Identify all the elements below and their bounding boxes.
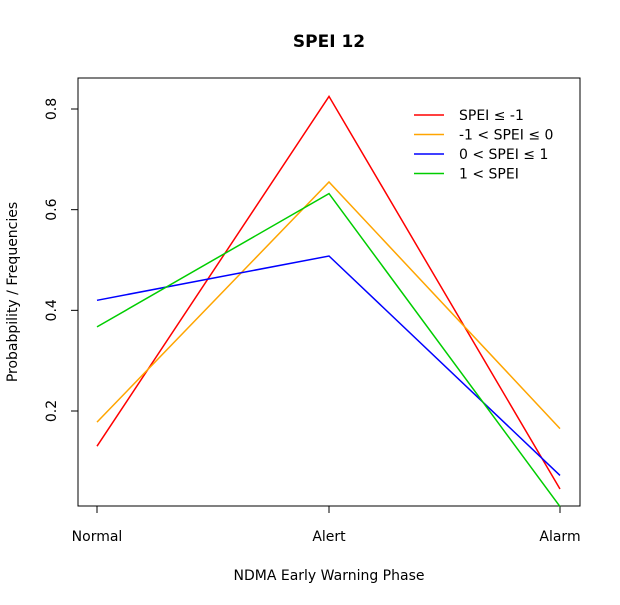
x-axis-title: NDMA Early Warning Phase: [234, 568, 425, 584]
legend-label-1: SPEI ≤ -1: [459, 108, 524, 124]
legend-label-2: -1 < SPEI ≤ 0: [459, 128, 553, 144]
x-tick-label: Normal: [72, 529, 123, 545]
y-axis: 0.2 0.4 0.6 0.8: [44, 98, 79, 422]
x-axis: Normal Alert Alarm: [72, 505, 581, 545]
series-line-1: [96, 94, 561, 490]
legend-label-3: 0 < SPEI ≤ 1: [459, 147, 548, 163]
series-line-2: [96, 180, 561, 430]
x-tick-label: Alarm: [539, 529, 580, 545]
chart-title: SPEI 12: [293, 32, 365, 52]
y-tick-label: 0.8: [44, 98, 60, 120]
y-tick-label: 0.4: [44, 299, 60, 321]
series-line-3: [96, 255, 561, 476]
series-line-4: [96, 192, 561, 508]
series-lines: [96, 94, 561, 508]
y-tick-label: 0.2: [44, 400, 60, 422]
y-axis-title: Probabpility / Frequencies: [5, 202, 21, 382]
y-tick-label: 0.6: [44, 198, 60, 220]
x-tick-label: Alert: [312, 529, 346, 545]
legend: SPEI ≤ -1 -1 < SPEI ≤ 0 0 < SPEI ≤ 1 1 < SP…: [414, 108, 553, 183]
legend-label-4: 1 < SPEI: [459, 167, 519, 183]
